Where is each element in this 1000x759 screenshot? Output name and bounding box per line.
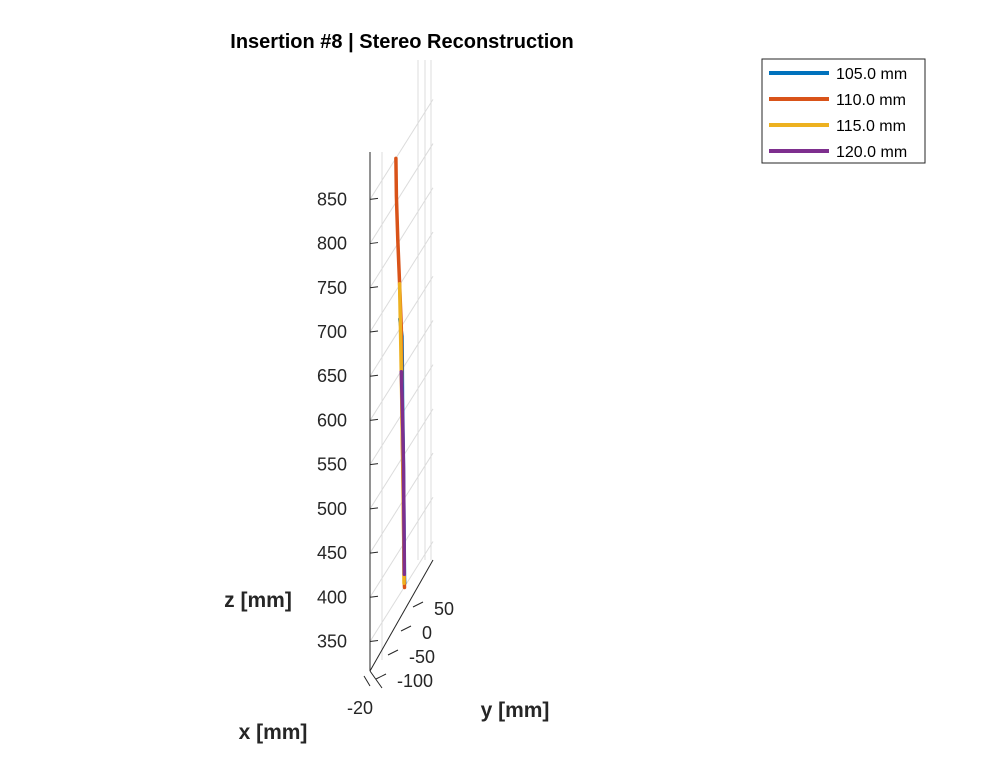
x-axis-label: x [mm] (239, 721, 308, 744)
chart-title: Insertion #8 | Stereo Reconstruction (230, 31, 573, 53)
z-tick-mark (369, 463, 379, 466)
z-tick-label: 350 (317, 632, 347, 652)
y-tick-mark (412, 601, 424, 608)
z-tick-label: 600 (317, 410, 347, 430)
z-tick-mark (369, 197, 379, 200)
z-tick-mark (369, 640, 379, 642)
z-tick-mark (369, 286, 379, 289)
y-tick-mark (387, 649, 399, 656)
z-tick-label: 700 (317, 322, 347, 342)
grid-layer (369, 60, 434, 660)
z-tick-mark (369, 242, 379, 245)
z-tick-mark (369, 507, 379, 510)
z-tick-label: 650 (317, 366, 347, 386)
grid-row-line (369, 99, 434, 200)
grid-row-line (369, 187, 434, 289)
y-tick-label: -50 (409, 647, 435, 667)
x-tick-label: -20 (347, 698, 373, 718)
tick-labels: 350 400 450 500 550 600 650 700 750 800 850 -100 -50… (317, 189, 454, 718)
y-tick-label: 0 (422, 623, 432, 643)
z-tick-label: 800 (317, 234, 347, 254)
legend-box (761, 58, 926, 164)
legend-label: 110.0 mm (836, 92, 906, 109)
z-axis-label: z [mm] (224, 589, 292, 612)
x-tick-mark (363, 675, 371, 687)
z-tick-mark (369, 595, 379, 598)
y-tick-label: -100 (397, 671, 433, 691)
legend-label: 120.0 mm (836, 144, 907, 161)
grid-row-line (369, 541, 434, 642)
x-axis-line (369, 670, 383, 689)
y-tick-mark (375, 673, 387, 680)
z-tick-label: 850 (317, 189, 347, 209)
z-tick-label: 500 (317, 499, 347, 519)
z-tick-label: 550 (317, 455, 347, 475)
legend-label: 115.0 mm (836, 118, 906, 135)
series-layer (394, 156, 407, 590)
z-tick-mark (369, 418, 379, 421)
grid-row-line (369, 143, 434, 244)
z-tick-label: 450 (317, 543, 347, 563)
z-tick-mark (369, 374, 379, 377)
series-line-120-0-mm (399, 369, 407, 577)
y-tick-mark (400, 625, 412, 632)
z-tick-label: 400 (317, 587, 347, 607)
y-tick-label: 50 (434, 599, 454, 619)
legend-label: 105.0 mm (836, 66, 907, 83)
z-tick-mark (369, 330, 379, 333)
legend: 105.0 mm 110.0 mm 115.0 mm 120.0 mm (761, 58, 926, 164)
z-tick-label: 750 (317, 278, 347, 298)
y-axis-line (369, 559, 434, 672)
grid-row-line (369, 497, 434, 598)
axis-layer (369, 152, 434, 689)
y-axis-label: y [mm] (481, 699, 550, 722)
z-tick-mark (369, 551, 379, 554)
grid-row-line (369, 452, 434, 554)
grid-row-line (369, 231, 434, 333)
